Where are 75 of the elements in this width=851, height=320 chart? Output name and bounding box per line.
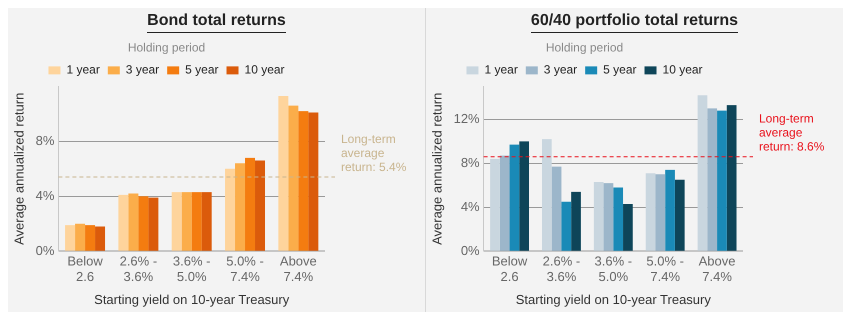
legend-label: 3 year xyxy=(544,62,578,77)
bar xyxy=(138,196,148,251)
bar xyxy=(75,224,86,251)
bar xyxy=(235,163,246,251)
bar xyxy=(225,168,236,251)
ref-line-label: Long-term average return: 8.6% xyxy=(759,112,825,154)
bar xyxy=(85,225,96,251)
y-axis-title: Average annualized return xyxy=(429,92,444,245)
bar xyxy=(192,192,202,251)
legend-title: Holding period xyxy=(128,40,206,54)
bar xyxy=(561,202,572,251)
x-tick-label: 3.6% - 5.0% xyxy=(594,254,632,284)
bar xyxy=(552,166,562,251)
y-tick-label: 4% xyxy=(36,188,55,203)
ref-line-label: Long-term average return: 5.4% xyxy=(341,132,407,174)
bar xyxy=(255,160,266,251)
bar xyxy=(278,96,288,251)
legend-label: 10 year xyxy=(244,62,285,77)
bar xyxy=(308,112,318,251)
x-tick-label: 5.0% - 7.4% xyxy=(646,254,684,284)
bar xyxy=(655,174,666,251)
bar xyxy=(510,144,520,251)
bar xyxy=(95,226,106,251)
bar xyxy=(172,192,182,251)
x-tick-label: 3.6% - 5.0% xyxy=(172,254,210,284)
y-tick-label: 0% xyxy=(36,242,55,258)
bar xyxy=(148,198,158,251)
bar xyxy=(65,225,76,251)
x-tick-label: Below 2.6 xyxy=(67,254,104,284)
bar xyxy=(613,187,624,251)
bar xyxy=(604,183,614,251)
legend-label: 5 year xyxy=(603,62,637,77)
x-tick-label: 5.0% - 7.4% xyxy=(226,254,264,284)
y-axis-title: Average annualized return xyxy=(11,92,26,245)
bar xyxy=(490,158,500,251)
bar xyxy=(500,156,510,251)
x-tick-label: Below 2.6 xyxy=(492,254,528,284)
bar xyxy=(245,158,256,251)
bar xyxy=(298,111,308,251)
bar xyxy=(594,182,604,251)
x-tick-label: 2.6% - 3.6% xyxy=(120,254,158,284)
bar xyxy=(571,192,581,251)
y-tick-label: 12% xyxy=(454,110,480,126)
bar xyxy=(698,95,708,251)
bar xyxy=(202,192,212,251)
bar xyxy=(542,139,552,251)
bar xyxy=(674,180,685,251)
legend-label: 3 year xyxy=(126,62,160,77)
legend-label: 10 year xyxy=(662,62,703,77)
bar xyxy=(707,108,718,251)
bar xyxy=(623,204,633,251)
bar xyxy=(288,106,298,251)
legend-label: 1 year xyxy=(484,62,518,77)
legend-label: 5 year xyxy=(185,62,219,77)
y-tick-label: 0% xyxy=(460,242,480,258)
x-tick-label: Above 7.4% xyxy=(698,254,736,284)
bar xyxy=(665,170,675,251)
x-tick-label: Above 7.4% xyxy=(280,254,317,284)
bar xyxy=(128,194,138,251)
y-tick-label: 8% xyxy=(460,154,480,170)
chart-title: Bond total returns xyxy=(147,12,286,33)
bar xyxy=(182,192,192,251)
bar xyxy=(717,110,727,251)
bar xyxy=(726,105,737,251)
bar xyxy=(519,141,530,251)
y-tick-label: 8% xyxy=(36,132,55,148)
legend-label: 1 year xyxy=(66,62,100,77)
bar xyxy=(646,173,656,251)
chart-title: 60/40 portfolio total returns xyxy=(530,12,738,33)
bar xyxy=(118,194,128,251)
legend-title: Holding period xyxy=(546,40,624,54)
x-axis-title: Starting yield on 10-year Treasury xyxy=(516,292,712,307)
y-tick-label: 4% xyxy=(460,198,480,214)
x-tick-label: 2.6% - 3.6% xyxy=(542,254,580,284)
x-axis-title: Starting yield on 10-year Treasury xyxy=(94,292,290,307)
